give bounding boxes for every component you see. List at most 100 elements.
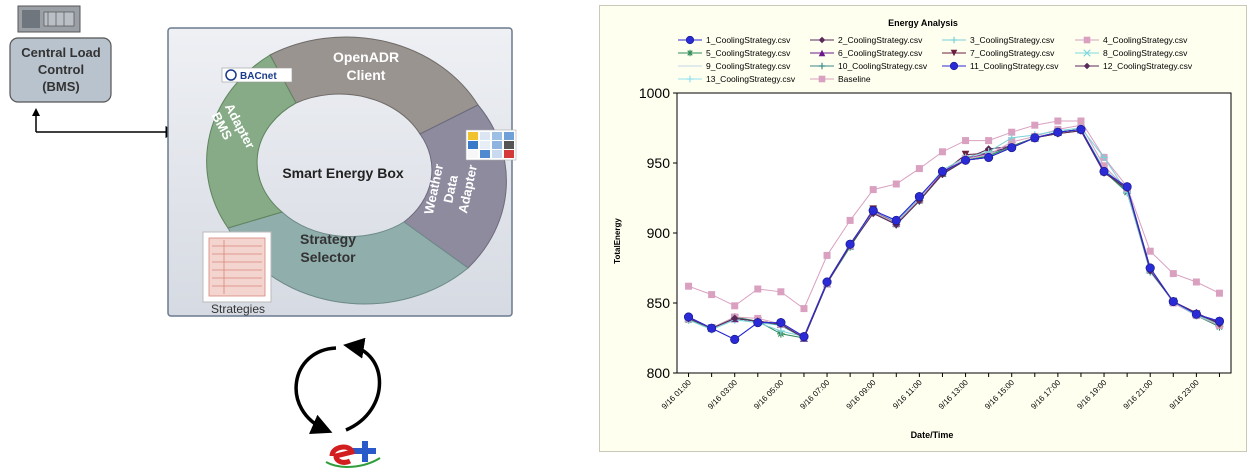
data-point (1214, 316, 1224, 326)
data-point (823, 251, 831, 259)
x-tick-label: 9/16 01:00 (660, 378, 693, 411)
series-1_CoolingStrategy.csv (684, 124, 1224, 344)
x-axis-label: Date/Time (911, 430, 954, 440)
data-point (891, 215, 901, 225)
legend-label: 9_CoolingStrategy.csv (706, 61, 791, 71)
data-point (1083, 36, 1091, 44)
y-tick-label: 850 (647, 295, 671, 311)
connector-arrow (32, 108, 178, 138)
data-point (1146, 247, 1154, 255)
openadr-label-2: Client (347, 67, 386, 83)
data-point (800, 305, 808, 313)
legend-label: 4_CoolingStrategy.csv (1103, 35, 1188, 45)
data-point (846, 216, 854, 224)
data-point (1099, 166, 1109, 176)
legend-item: 7_CoolingStrategy.csv (942, 48, 1055, 58)
data-point (1007, 134, 1016, 142)
data-point (1007, 143, 1017, 153)
data-point (730, 334, 740, 344)
data-point (950, 49, 958, 57)
data-point (1122, 182, 1132, 192)
data-point (1168, 297, 1178, 307)
data-point (892, 180, 900, 188)
data-point (1145, 263, 1155, 273)
central-load-line-1: Central Load (21, 45, 101, 60)
data-point (1100, 162, 1108, 170)
x-tick-label: 9/16 17:00 (1029, 378, 1062, 411)
data-point (707, 323, 717, 333)
data-point (1083, 49, 1091, 57)
energyplus-logo-text: e+ (1, 0, 3, 2)
data-point (1191, 309, 1201, 319)
chiller-icon (17, 5, 81, 33)
data-point (937, 166, 947, 176)
data-point (776, 318, 786, 328)
data-point (949, 61, 959, 71)
data-point (753, 318, 763, 328)
central-load-line-3: (BMS) (42, 79, 80, 94)
legend-label: 8_CoolingStrategy.csv (1103, 48, 1188, 58)
data-point (777, 288, 785, 296)
strategy-label-1: Strategy (300, 231, 356, 247)
data-point (985, 137, 993, 145)
data-point (730, 314, 739, 323)
chart-legend: 1_CoolingStrategy.csv 2_CoolingStrategy.c… (678, 35, 1193, 84)
legend-label: 3_CoolingStrategy.csv (970, 35, 1055, 45)
data-point (1053, 127, 1063, 137)
data-point (684, 312, 694, 322)
legend-label: 1_CoolingStrategy.csv (706, 35, 791, 45)
exchange-arrows (294, 337, 382, 435)
data-point (818, 75, 826, 83)
data-point (818, 49, 826, 57)
data-point (685, 282, 693, 290)
legend-label: 5_CoolingStrategy.csv (706, 48, 791, 58)
data-point (938, 148, 946, 156)
legend-label: Baseline (838, 74, 871, 84)
data-point (869, 186, 877, 194)
bms-adapter-segment (206, 54, 297, 229)
x-tick-label: 9/16 13:00 (937, 378, 970, 411)
legend-label: 12_CoolingStrategy.csv (1103, 61, 1193, 71)
y-tick-label: 1000 (639, 85, 670, 101)
smart-energy-box-label: Smart Energy Box (282, 165, 404, 181)
legend-item: 8_CoolingStrategy.csv (1075, 48, 1188, 58)
y-tick-label: 900 (647, 225, 671, 241)
x-tick-label: 9/16 21:00 (1122, 378, 1155, 411)
x-tick-label: 9/16 07:00 (798, 378, 831, 411)
legend-item: 4_CoolingStrategy.csv (1075, 35, 1188, 45)
data-point (686, 49, 694, 57)
energy-analysis-chart-panel: Energy Analysis 1_CoolingStrategy.csv 2_C… (599, 5, 1247, 452)
data-point (1083, 62, 1091, 70)
openadr-label-1: OpenADR (333, 49, 399, 65)
data-point (962, 137, 970, 145)
legend-label: 10_CoolingStrategy.csv (838, 61, 928, 71)
data-point (984, 152, 994, 162)
legend-item: 3_CoolingStrategy.csv (942, 35, 1055, 45)
data-point (799, 332, 809, 342)
legend-item: Baseline (810, 74, 871, 84)
data-point (1031, 121, 1039, 129)
data-point (818, 62, 826, 70)
x-tick-label: 9/16 23:00 (1168, 378, 1201, 411)
strategy-label-2: Selector (300, 249, 356, 265)
legend-item: 10_CoolingStrategy.csv (810, 61, 928, 71)
x-tick-label: 9/16 05:00 (752, 378, 785, 411)
y-tick-label: 950 (647, 155, 671, 171)
legend-item: 6_CoolingStrategy.csv (810, 48, 923, 58)
legend-item: 9_CoolingStrategy.csv (678, 61, 791, 71)
data-point (1169, 270, 1177, 278)
chart-title: Energy Analysis (888, 18, 958, 28)
data-point (731, 302, 739, 310)
strategies-document-icon (202, 231, 272, 303)
data-point (915, 165, 923, 173)
x-tick-label: 9/16 09:00 (845, 378, 878, 411)
data-point (1192, 278, 1200, 286)
strategies-label: Strategies (211, 302, 265, 316)
legend-item: 5_CoolingStrategy.csv (678, 48, 791, 58)
bacnet-text: BACnet (240, 71, 277, 82)
weather-icons (465, 129, 517, 161)
y-tick-label: 800 (647, 365, 671, 381)
y-axis-label: TotalEnergy (613, 218, 622, 264)
data-point (1008, 138, 1016, 146)
x-tick-label: 9/16 19:00 (1075, 378, 1108, 411)
